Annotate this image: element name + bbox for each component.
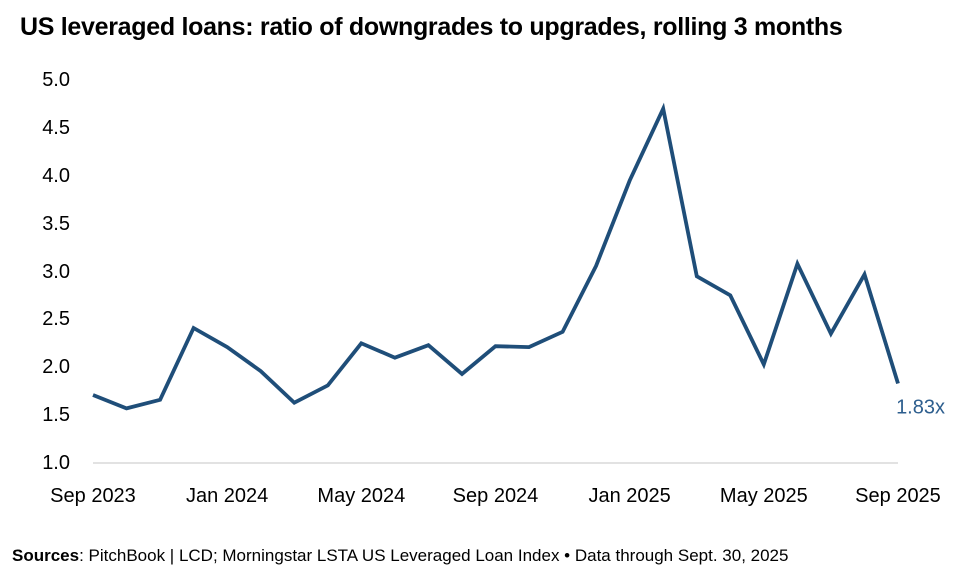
source-note-label: Sources	[12, 546, 80, 565]
x-axis-tick-label: Sep 2025	[855, 485, 941, 507]
y-axis-tick-label: 2.5	[42, 308, 70, 331]
chart-title: US leveraged loans: ratio of downgrades …	[20, 13, 843, 41]
x-axis-tick-label: Sep 2023	[50, 485, 136, 507]
x-axis-tick-label: Sep 2024	[452, 485, 539, 507]
x-axis-tick-label: Jan 2025	[588, 485, 671, 507]
last-value-label: 1.83x	[896, 397, 945, 419]
y-axis-tick-label: 4.0	[42, 164, 70, 187]
y-axis-tick-label: 2.0	[42, 356, 70, 379]
data-line-series	[92, 102, 900, 411]
y-axis-tick-label: 3.0	[42, 260, 70, 283]
x-axis-tick-label: May 2024	[317, 485, 406, 507]
x-axis-tick-label: May 2025	[719, 485, 808, 507]
y-axis-tick-label: 1.5	[42, 404, 70, 427]
source-note: Sources: PitchBook | LCD; Morningstar LS…	[12, 546, 788, 566]
x-axis-tick-label: Jan 2024	[186, 485, 269, 507]
y-axis-tick-label: 4.5	[42, 116, 70, 139]
y-axis-tick-label: 1.0	[42, 452, 70, 474]
source-note-text: : PitchBook | LCD; Morningstar LSTA US L…	[79, 546, 789, 565]
y-axis-tick-label: 5.0	[42, 69, 70, 91]
y-axis-tick-label: 3.5	[42, 212, 70, 235]
